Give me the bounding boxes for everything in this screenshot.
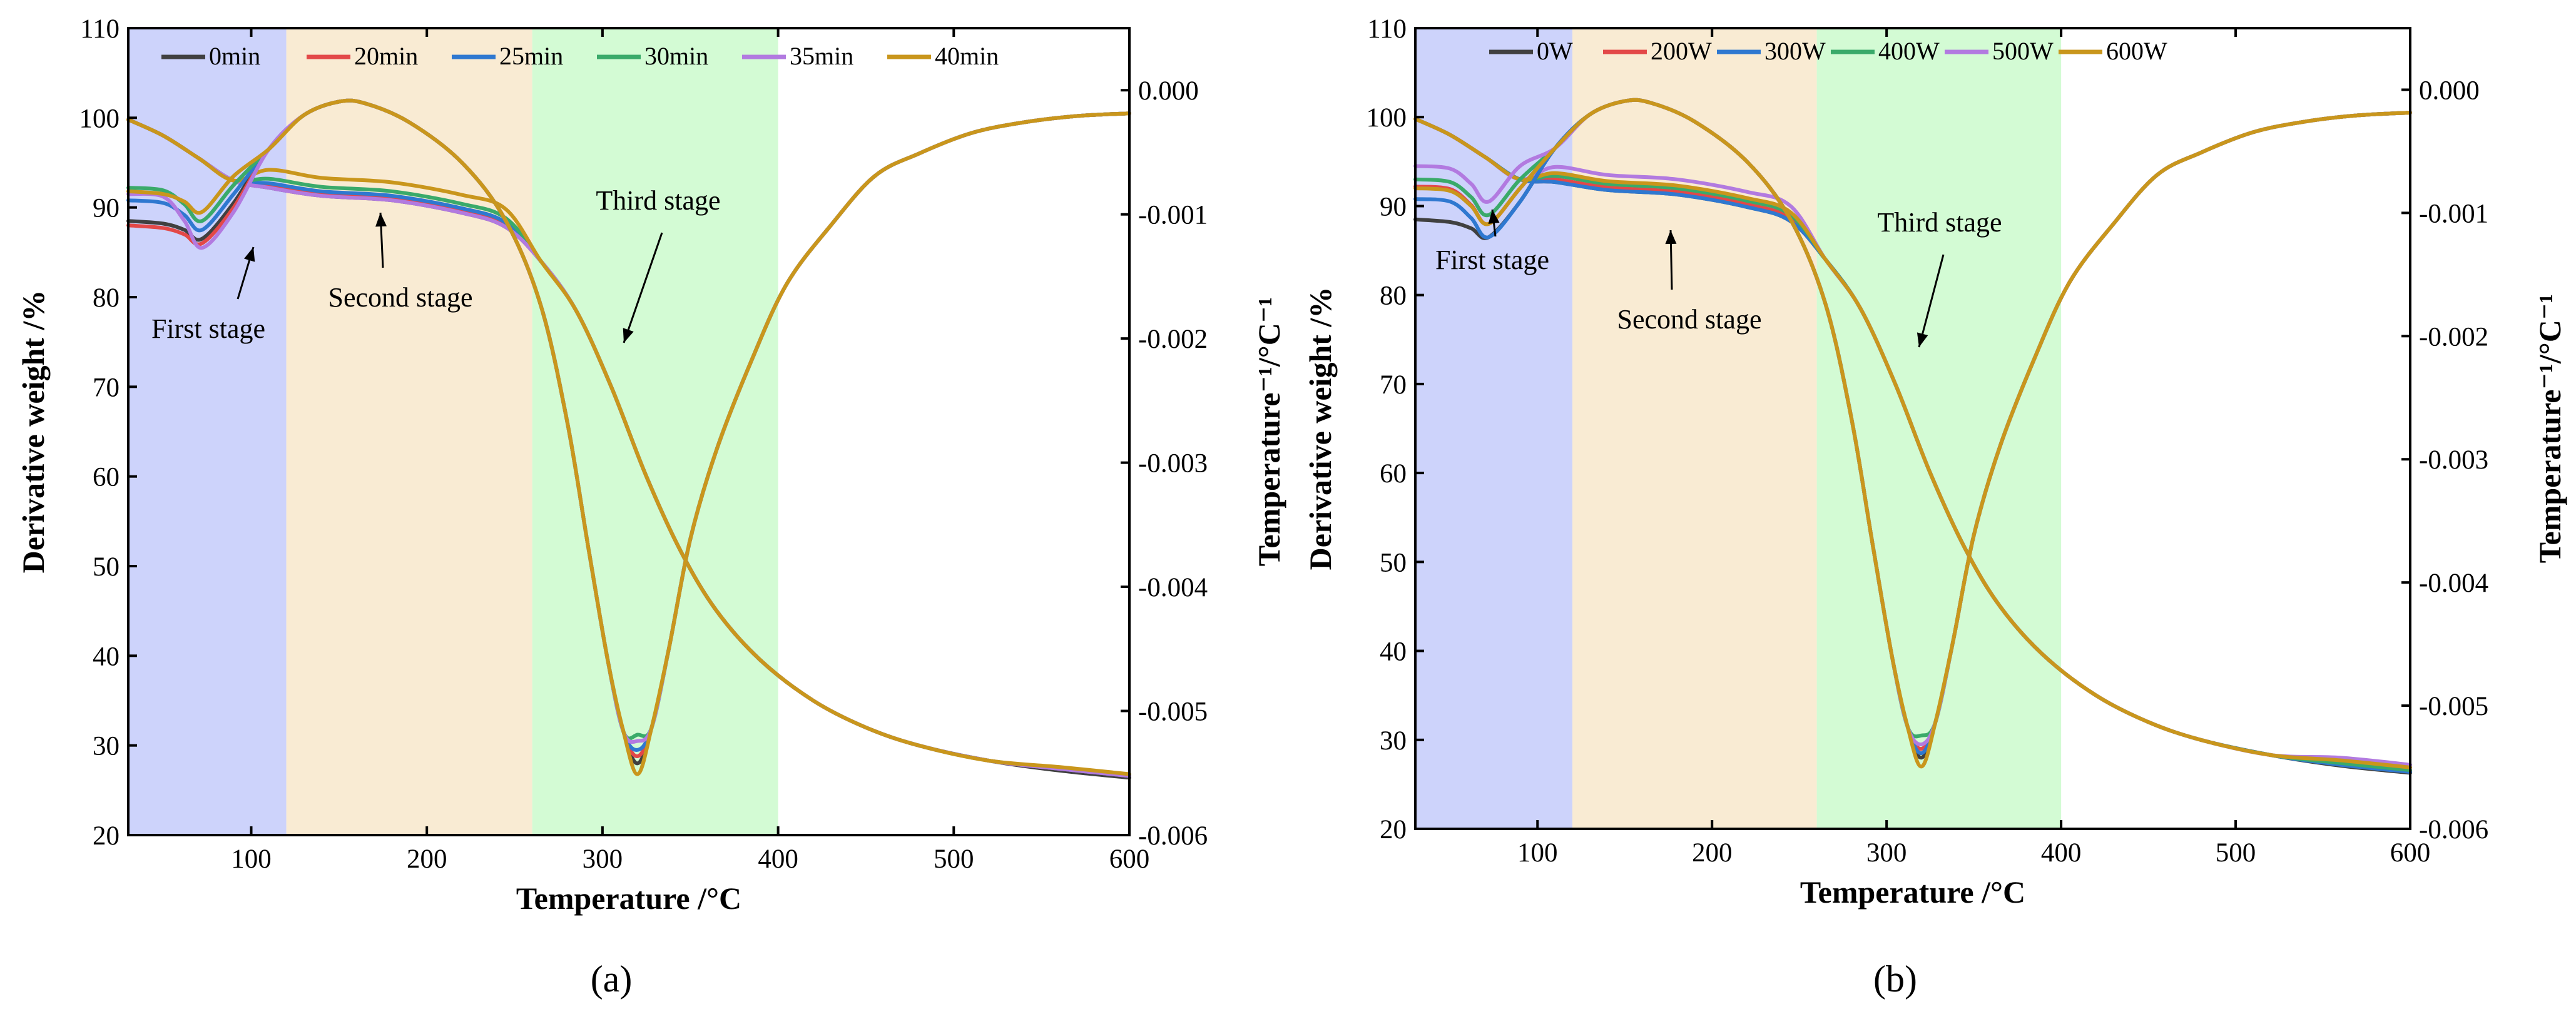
legend-label-200W: 200W [1651,37,1712,65]
y2-tick-label: -0.004 [1138,573,1208,602]
tg-curve-600W [1413,117,2412,769]
annotation-arrowhead-3 [623,328,634,343]
dtg-curve-600W [1413,98,2412,769]
dtg-curve-40min [126,98,1131,776]
x-tick-label: 600 [1109,844,1150,874]
chart-panel-b: 100 200 300 400 500 600 20 30 40 50 60 70 80 90 100 110… [1303,14,2567,1000]
legend-label-400W: 400W [1878,37,1940,65]
y-tick-label: 70 [93,373,120,402]
y-tick-label: 110 [80,14,120,44]
legend-label-0W: 0W [1537,37,1573,65]
y2-tick-label: 0.000 [2419,76,2480,105]
annotation-label-2: Second stage [1617,304,1762,335]
annotation-arrowhead-2 [1665,230,1677,245]
y2-tick-label: -0.006 [2419,815,2488,844]
panel-label: (a) [591,958,633,1000]
annotation-label-3: Third stage [596,185,720,216]
y2-tick-label: -0.001 [2419,199,2488,228]
x-tick-label: 300 [1866,838,1907,868]
y2-tick-label: -0.003 [1138,449,1208,479]
y-axis-title: Derivative weight /% [1303,287,1338,570]
y-tick-label: 100 [79,104,120,133]
y2-tick-label: -0.002 [1138,325,1208,354]
stage-region-1 [1415,28,1573,829]
x-tick-label: 100 [231,844,272,874]
y-tick-label: 90 [1380,192,1407,221]
legend-label-500W: 500W [1992,37,2054,65]
legend-label-35min: 35min [790,42,853,70]
y-tick-label: 40 [1380,637,1407,667]
x-tick-label: 400 [758,844,798,874]
chart-panel-a: 100 200 300 400 500 600 20 30 40 50 60 70 80 90 100 110… [16,14,1286,1000]
annotation-label-1: First stage [1435,245,1549,275]
x-axis-title: Temperature /°C [1800,875,2025,910]
legend: 0W 200W 300W 400W 500W 600W [1489,37,2167,65]
stage-region-2 [286,28,532,835]
stage-region-3 [532,28,778,835]
y2-axis-title: Temperature⁻¹/°C⁻¹ [2532,294,2567,564]
legend-label-20min: 20min [354,42,418,70]
annotation-arrow-3 [623,232,663,343]
legend-label-0min: 0min [209,42,260,70]
y-tick-label: 60 [93,463,120,492]
y-tick-label: 30 [1380,726,1407,756]
y-tick-label: 100 [1367,103,1407,133]
stage-region-3 [1816,28,2062,829]
y2-tick-label: -0.003 [2419,445,2488,475]
y2-tick-label: -0.002 [2419,322,2488,352]
x-tick-label: 100 [1517,838,1558,868]
y-tick-label: 90 [93,194,120,223]
annotation-arrowhead-1 [1488,210,1500,224]
y-tick-label: 20 [93,821,120,851]
x-tick-label: 500 [2216,838,2256,868]
legend: 0min 20min 25min 30min 35min 40min [161,42,999,70]
y2-tick-label: -0.001 [1138,201,1208,230]
x-tick-label: 400 [2041,838,2082,868]
y-tick-label: 80 [1380,281,1407,311]
legend-label-30min: 30min [644,42,708,70]
annotation-arrowhead-3 [1917,332,1928,347]
annotation-arrowhead-2 [375,213,387,227]
panel-label: (b) [1873,958,1917,1000]
y-tick-label: 50 [93,552,120,582]
y2-tick-label: -0.005 [2419,692,2488,721]
legend-label-600W: 600W [2106,37,2167,65]
x-tick-label: 200 [407,844,447,874]
y2-tick-label: -0.006 [1138,821,1208,851]
legend-label-25min: 25min [499,42,563,70]
annotation-label-1: First stage [151,313,265,344]
legend-label-40min: 40min [935,42,999,70]
y2-tick-label: 0.000 [1138,76,1199,106]
y2-axis-title: Temperature⁻¹/°C⁻¹ [1251,297,1286,567]
y2-tick-label: -0.004 [2419,569,2488,598]
stage-region-2 [1572,28,1817,829]
legend-label-300W: 300W [1764,37,1826,65]
curve-group [1413,98,2412,775]
annotation-arrow-3 [1918,254,1945,348]
y-axis-title: Derivative weight /% [16,290,51,574]
y-tick-label: 30 [93,732,120,761]
annotation-label-3: Third stage [1877,207,2002,238]
curve-group [126,98,1131,780]
annotation-label-2: Second stage [328,282,473,313]
y-tick-label: 80 [93,283,120,313]
y-tick-label: 110 [1367,14,1407,44]
x-axis-title: Temperature /°C [516,881,741,916]
plot-frame [127,27,1131,836]
y-tick-label: 70 [1380,370,1407,400]
y-tick-label: 50 [1380,548,1407,577]
y2-tick-label: -0.005 [1138,697,1208,727]
x-tick-label: 500 [934,844,974,874]
y-tick-label: 20 [1380,815,1407,844]
annotation-arrowhead-1 [244,247,255,262]
x-tick-label: 300 [583,844,623,874]
plot-frame [1414,27,2411,830]
y-tick-label: 40 [93,642,120,671]
x-tick-label: 600 [2390,838,2431,868]
tg-curve-40min [126,118,1131,776]
y-tick-label: 60 [1380,459,1407,489]
x-tick-label: 200 [1692,838,1733,868]
stage-region-1 [128,28,287,835]
